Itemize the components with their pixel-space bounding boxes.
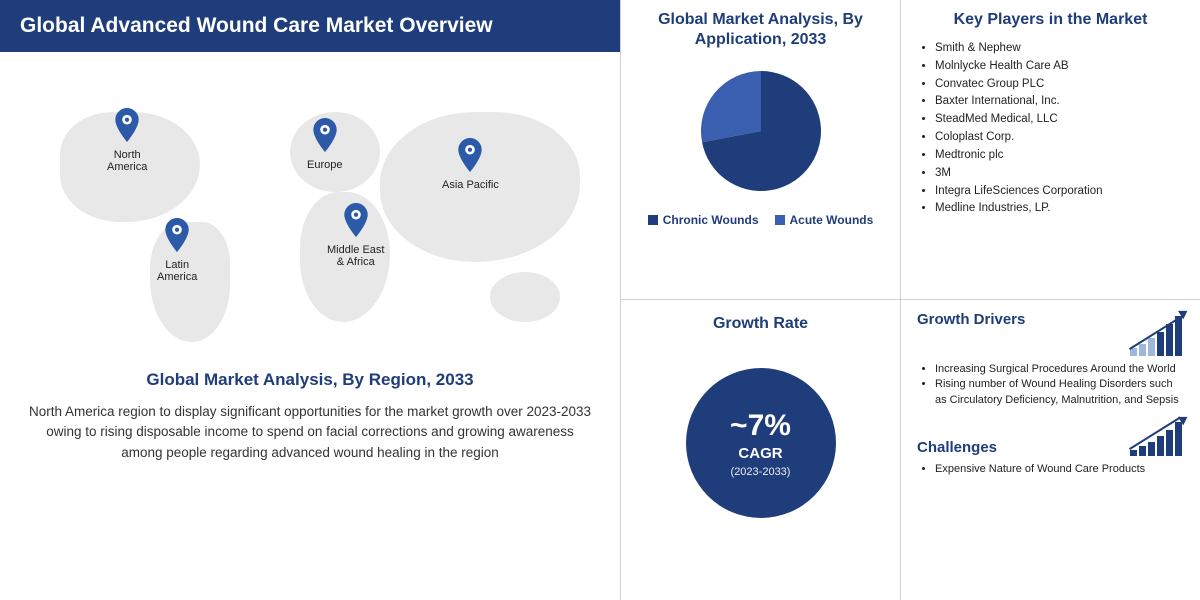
left-panel: Global Advanced Wound Care Market Overvi…: [0, 0, 620, 600]
players-panel: Key Players in the Market Smith & Nephew…: [900, 0, 1200, 300]
rate-period: (2023-2033): [731, 466, 791, 478]
map-pin-north-america: NorthAmerica: [107, 108, 147, 173]
player-item: Convatec Group PLC: [935, 76, 1184, 94]
drivers-list: Increasing Surgical Procedures Around th…: [935, 362, 1184, 408]
driver-item: Rising number of Wound Healing Disorders…: [935, 377, 1184, 408]
challenges-mini-chart-icon: [1130, 418, 1184, 456]
infographic-container: Global Advanced Wound Care Market Overvi…: [0, 0, 1200, 600]
pie-panel: Global Market Analysis, By Application, …: [620, 0, 900, 300]
rate-heading: Growth Rate: [713, 314, 808, 334]
drivers-panel: Growth Drivers Increasing Surgical Proce…: [900, 300, 1200, 600]
player-item: Medtronic plc: [935, 147, 1184, 165]
region-body-text: North America region to display signific…: [0, 402, 620, 463]
player-item: Smith & Nephew: [935, 40, 1184, 58]
pie-slice-acute-wounds: [701, 71, 761, 142]
pie-heading: Global Market Analysis, By Application, …: [633, 10, 888, 50]
challenge-item: Expensive Nature of Wound Care Products: [935, 462, 1184, 477]
player-item: Integra LifeSciences Corporation: [935, 183, 1184, 201]
drivers-heading: Growth Drivers: [917, 312, 1025, 329]
map-pin-europe: Europe: [307, 118, 342, 171]
rate-panel: Growth Rate ~7% CAGR (2023-2033): [620, 300, 900, 600]
rate-label: CAGR: [738, 445, 782, 462]
main-title: Global Advanced Wound Care Market Overvi…: [0, 0, 620, 52]
player-item: Coloplast Corp.: [935, 129, 1184, 147]
player-item: Molnlycke Health Care AB: [935, 58, 1184, 76]
legend-item: Acute Wounds: [775, 213, 874, 227]
player-item: Baxter International, Inc.: [935, 93, 1184, 111]
legend-item: Chronic Wounds: [648, 213, 759, 227]
map-pin-asia-pacific: Asia Pacific: [442, 138, 499, 191]
drivers-mini-chart-icon: [1130, 312, 1184, 356]
challenges-list: Expensive Nature of Wound Care Products: [935, 462, 1184, 477]
map-pin-latin-america: LatinAmerica: [157, 218, 197, 283]
player-item: SteadMed Medical, LLC: [935, 111, 1184, 129]
player-item: 3M: [935, 165, 1184, 183]
map-pin-middle-east-africa: Middle East& Africa: [327, 203, 384, 268]
rate-circle: ~7% CAGR (2023-2033): [686, 368, 836, 518]
pie-chart: [696, 66, 826, 201]
players-heading: Key Players in the Market: [917, 10, 1184, 30]
player-item: Medline Industries, LP.: [935, 200, 1184, 218]
players-list: Smith & NephewMolnlycke Health Care ABCo…: [935, 40, 1184, 218]
region-subtitle: Global Market Analysis, By Region, 2033: [0, 370, 620, 390]
rate-value: ~7%: [730, 409, 791, 443]
challenges-heading: Challenges: [917, 440, 997, 457]
pie-legend: Chronic Wounds Acute Wounds: [648, 213, 874, 227]
driver-item: Increasing Surgical Procedures Around th…: [935, 362, 1184, 377]
world-map: NorthAmerica LatinAmerica Europe Middle Eas…: [0, 52, 620, 352]
